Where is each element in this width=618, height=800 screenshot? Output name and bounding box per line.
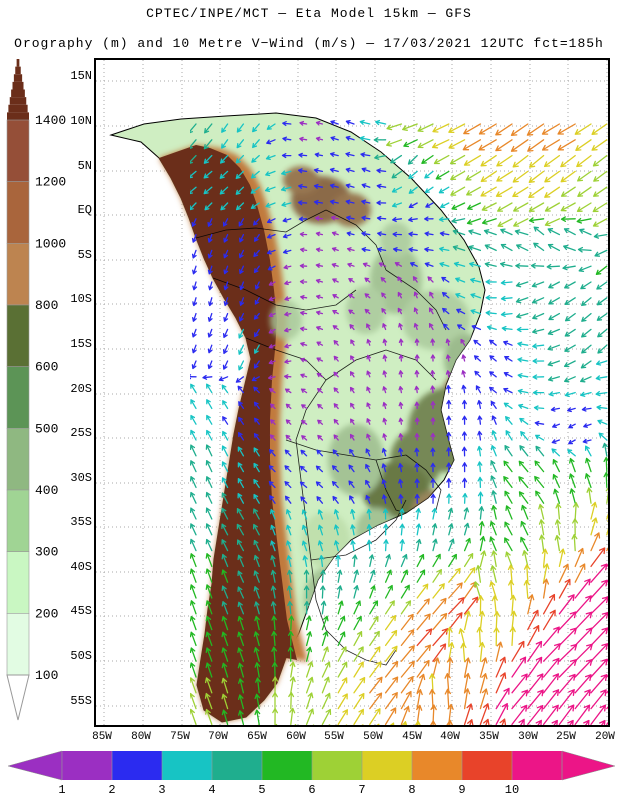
svg-text:3: 3 bbox=[158, 783, 165, 797]
svg-text:7: 7 bbox=[358, 783, 365, 797]
svg-text:5: 5 bbox=[258, 783, 265, 797]
svg-text:2: 2 bbox=[108, 783, 115, 797]
svg-text:4: 4 bbox=[208, 783, 215, 797]
svg-text:9: 9 bbox=[458, 783, 465, 797]
svg-text:6: 6 bbox=[308, 783, 315, 797]
svg-text:1: 1 bbox=[58, 783, 65, 797]
svg-text:8: 8 bbox=[408, 783, 415, 797]
svg-text:10: 10 bbox=[505, 783, 519, 797]
